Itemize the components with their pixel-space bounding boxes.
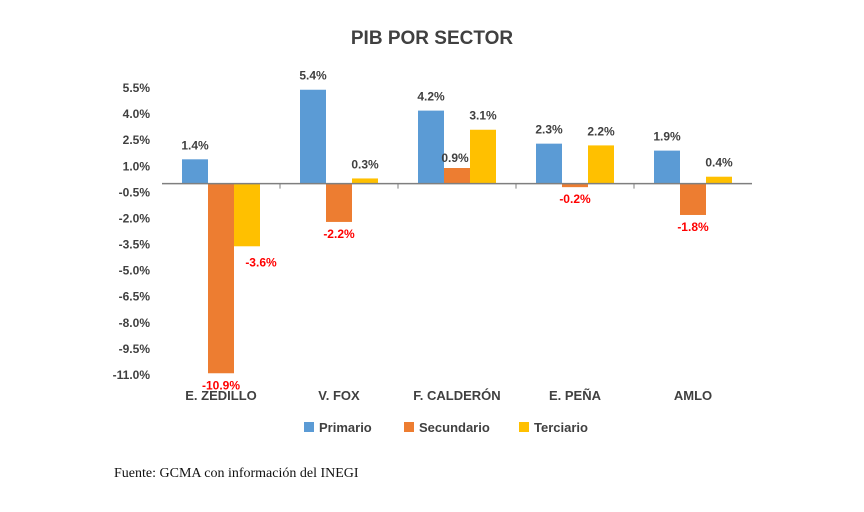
bar-primario	[300, 89, 326, 184]
bar-primario	[418, 110, 444, 184]
legend: Primario Secundario Terciario	[304, 420, 588, 435]
bar-primario	[654, 150, 680, 184]
bar-secundario	[208, 183, 234, 374]
bar-terciario	[588, 145, 614, 184]
bar-secundario	[444, 168, 470, 184]
bar-terciario	[234, 183, 260, 247]
y-tick-label: -9.5%	[119, 342, 151, 356]
legend-swatch-terciario	[519, 422, 529, 432]
data-label: 1.4%	[181, 138, 209, 152]
y-tick-label: -8.0%	[119, 316, 151, 330]
data-labels: 1.4% -10.9% -3.6% 5.4% -2.2% 0.3% 4.2% 0.9% 3.1%…	[181, 69, 733, 393]
legend-label-secundario: Secundario	[419, 420, 490, 435]
source-note: Fuente: GCMA con información del INEGI	[114, 466, 359, 481]
bar-secundario	[562, 183, 588, 188]
bars	[182, 89, 732, 374]
legend-label-terciario: Terciario	[534, 420, 588, 435]
data-label: 5.4%	[299, 69, 327, 83]
data-label: 0.3%	[351, 157, 379, 171]
bar-terciario	[706, 176, 732, 184]
data-label: -0.2%	[559, 192, 591, 206]
legend-swatch-secundario	[404, 422, 414, 432]
data-label: 2.3%	[535, 123, 563, 137]
data-label: 0.4%	[705, 156, 733, 170]
data-label: -1.8%	[677, 220, 709, 234]
bar-primario	[182, 159, 208, 184]
data-label: -10.9%	[202, 378, 240, 392]
bar-secundario	[326, 183, 352, 222]
data-label: 4.2%	[417, 90, 445, 104]
y-tick-label: -2.0%	[119, 211, 151, 225]
x-category-label: E. ZEDILLO	[185, 388, 257, 403]
y-axis-ticks: 5.5% 4.0% 2.5% 1.0% -0.5% -2.0% -3.5% -5.0% -6.5…	[113, 81, 151, 382]
data-label: 2.2%	[587, 124, 615, 138]
data-label: -2.2%	[323, 227, 355, 241]
y-tick-label: 4.0%	[123, 107, 151, 121]
legend-label-primario: Primario	[319, 420, 372, 435]
y-tick-label: -6.5%	[119, 290, 151, 304]
y-tick-label: 5.5%	[123, 81, 151, 95]
y-tick-label: -11.0%	[113, 368, 151, 382]
data-label: -3.6%	[245, 255, 277, 269]
bar-secundario	[680, 183, 706, 215]
bar-terciario	[470, 129, 496, 184]
data-label: 0.9%	[441, 151, 469, 165]
y-tick-label: -0.5%	[119, 185, 151, 199]
chart-title: PIB POR SECTOR	[351, 28, 514, 49]
data-label: 1.9%	[653, 130, 681, 144]
y-tick-label: 1.0%	[123, 159, 151, 173]
y-tick-label: -3.5%	[119, 238, 151, 252]
y-tick-label: 2.5%	[123, 133, 151, 147]
y-tick-label: -5.0%	[119, 264, 151, 278]
x-category-label: E. PEÑA	[549, 388, 602, 403]
x-category-label: V. FOX	[318, 388, 360, 403]
bar-primario	[536, 143, 562, 184]
x-axis-categories: E. ZEDILLO V. FOX F. CALDERÓN E. PEÑA AMLO	[185, 388, 712, 403]
x-category-label: AMLO	[674, 388, 712, 403]
legend-swatch-primario	[304, 422, 314, 432]
x-category-label: F. CALDERÓN	[413, 388, 500, 403]
bar-terciario	[352, 178, 378, 184]
data-label: 3.1%	[469, 109, 497, 123]
